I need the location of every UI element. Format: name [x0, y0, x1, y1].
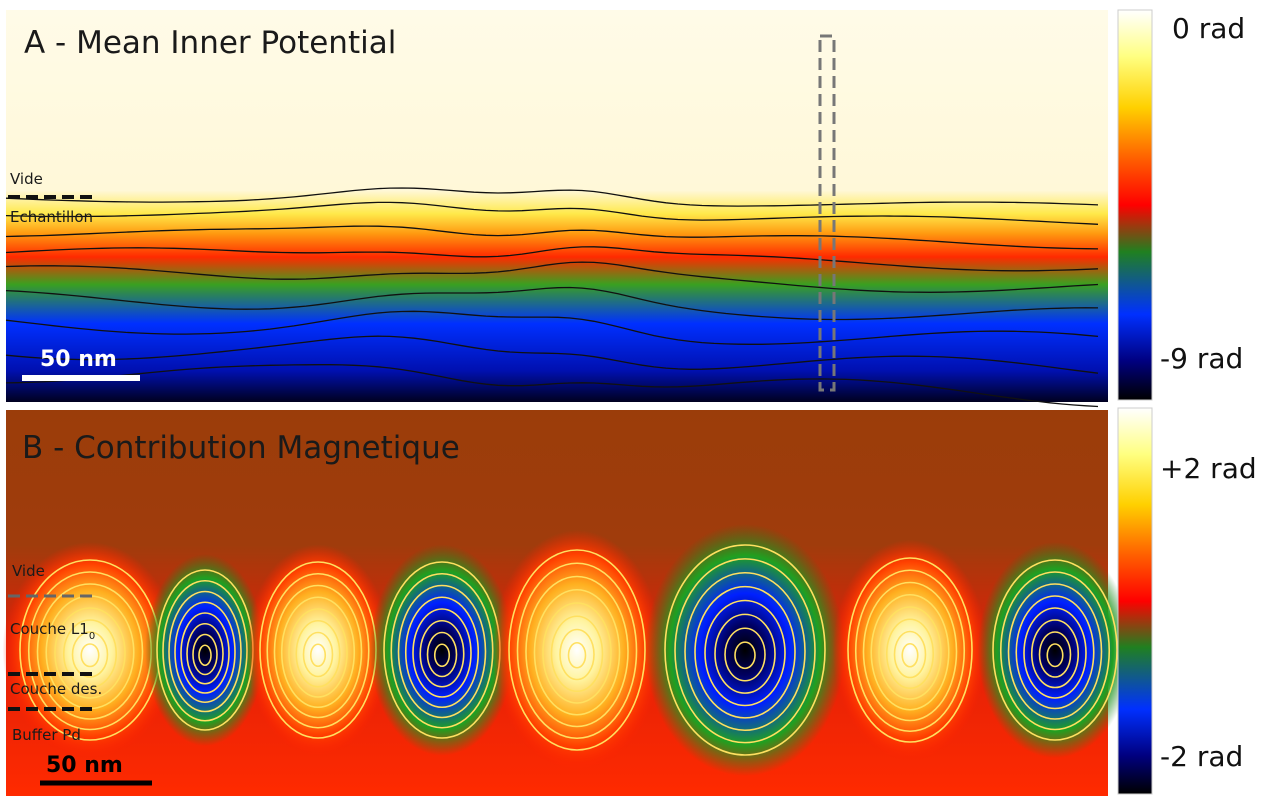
- colorbar: [1117, 9, 1153, 401]
- contour-ring: [1030, 619, 1080, 689]
- contour-line: [5, 364, 1099, 408]
- label-subscript: 0: [89, 631, 95, 642]
- contour-ring: [714, 613, 776, 694]
- colorbar-label: +2 rad: [1160, 452, 1257, 485]
- contour-ring: [1046, 643, 1064, 668]
- contour-ring: [870, 593, 950, 711]
- contour-ring: [878, 606, 942, 700]
- profile-box: [818, 34, 836, 392]
- contour-ring: [559, 628, 595, 681]
- contour-ring: [174, 601, 236, 704]
- contour-line: [5, 261, 1099, 293]
- scale-bar-label: 50 nm: [46, 753, 123, 778]
- contour-ring: [273, 584, 363, 719]
- contour-line: [5, 335, 1099, 374]
- contour-ring: [885, 618, 935, 690]
- contour-ring: [168, 590, 242, 713]
- region-label: Echantillon: [10, 208, 93, 226]
- contour-ring: [525, 575, 629, 728]
- region-label: Buffer Pd: [12, 726, 81, 744]
- contour-line: [5, 286, 1099, 321]
- contour-ring: [280, 596, 356, 709]
- contour-ring: [433, 643, 451, 668]
- contour-ring: [734, 641, 756, 670]
- contour-ring: [664, 544, 826, 756]
- contour-ring: [426, 631, 458, 678]
- contour-ring: [192, 633, 218, 676]
- panel-title: B - Contribution Magnetique: [22, 430, 460, 466]
- contour-ring: [684, 571, 806, 732]
- contour-ring: [302, 631, 334, 678]
- contour-ring: [186, 622, 224, 685]
- contour-ring: [550, 615, 604, 693]
- region-label: Couche des.: [10, 680, 102, 698]
- contour-ring: [397, 584, 487, 719]
- contour-ring: [704, 599, 786, 707]
- contours-a: [5, 187, 1099, 408]
- contour-line: [5, 310, 1099, 345]
- contour-ring: [54, 607, 126, 699]
- contour-ring: [295, 619, 341, 688]
- contour-ring: [419, 619, 465, 688]
- colorbar: [1117, 407, 1153, 795]
- contour-ring: [1023, 607, 1087, 699]
- contour-ring: [862, 581, 958, 722]
- region-label: Vide: [12, 562, 45, 580]
- contour-ring: [533, 588, 621, 716]
- contour-line: [5, 201, 1099, 225]
- contour-ring: [180, 612, 230, 694]
- contour-ring: [1007, 583, 1103, 720]
- region-label: Couche L10: [10, 620, 95, 642]
- contour-ring: [847, 557, 973, 743]
- colorbar-label: -9 rad: [1160, 342, 1243, 375]
- contour-ring: [542, 602, 612, 704]
- contour-ring: [893, 630, 927, 679]
- contour-ring: [674, 558, 816, 744]
- contour-ring: [71, 631, 109, 678]
- phase-map-a: [6, 10, 1108, 402]
- region-label: Vide: [10, 170, 43, 188]
- contour-line: [5, 246, 1099, 272]
- contour-ring: [266, 572, 370, 729]
- contour-ring: [999, 571, 1111, 731]
- contour-ring: [309, 643, 327, 668]
- contour-ring: [901, 642, 919, 668]
- contour-ring: [80, 643, 100, 668]
- colorbar-label: -2 rad: [1160, 740, 1243, 773]
- panel-title: A - Mean Inner Potential: [24, 25, 396, 61]
- contour-ring: [62, 619, 118, 689]
- contour-ring: [694, 585, 796, 719]
- contour-ring: [198, 644, 212, 667]
- contour-ring: [567, 641, 587, 669]
- contour-line: [5, 225, 1099, 250]
- contour-ring: [36, 583, 144, 720]
- contour-ring: [516, 562, 638, 740]
- contour-ring: [404, 596, 480, 709]
- scale-bar-label: 50 nm: [40, 347, 117, 372]
- contour-ring: [854, 569, 966, 733]
- contour-ring: [992, 559, 1118, 741]
- contour-line: [5, 187, 1099, 207]
- contour-ring: [1015, 595, 1095, 710]
- contour-ring: [412, 608, 472, 698]
- contour-ring: [724, 627, 766, 682]
- contour-ring: [288, 608, 348, 698]
- contour-ring: [1038, 631, 1072, 678]
- label-text: Couche L1: [10, 620, 89, 638]
- colorbar-label: 0 rad: [1172, 12, 1245, 45]
